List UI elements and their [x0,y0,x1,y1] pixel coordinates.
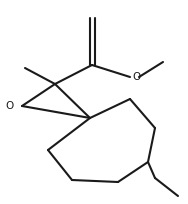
Text: O: O [132,72,140,82]
Text: O: O [6,101,14,111]
